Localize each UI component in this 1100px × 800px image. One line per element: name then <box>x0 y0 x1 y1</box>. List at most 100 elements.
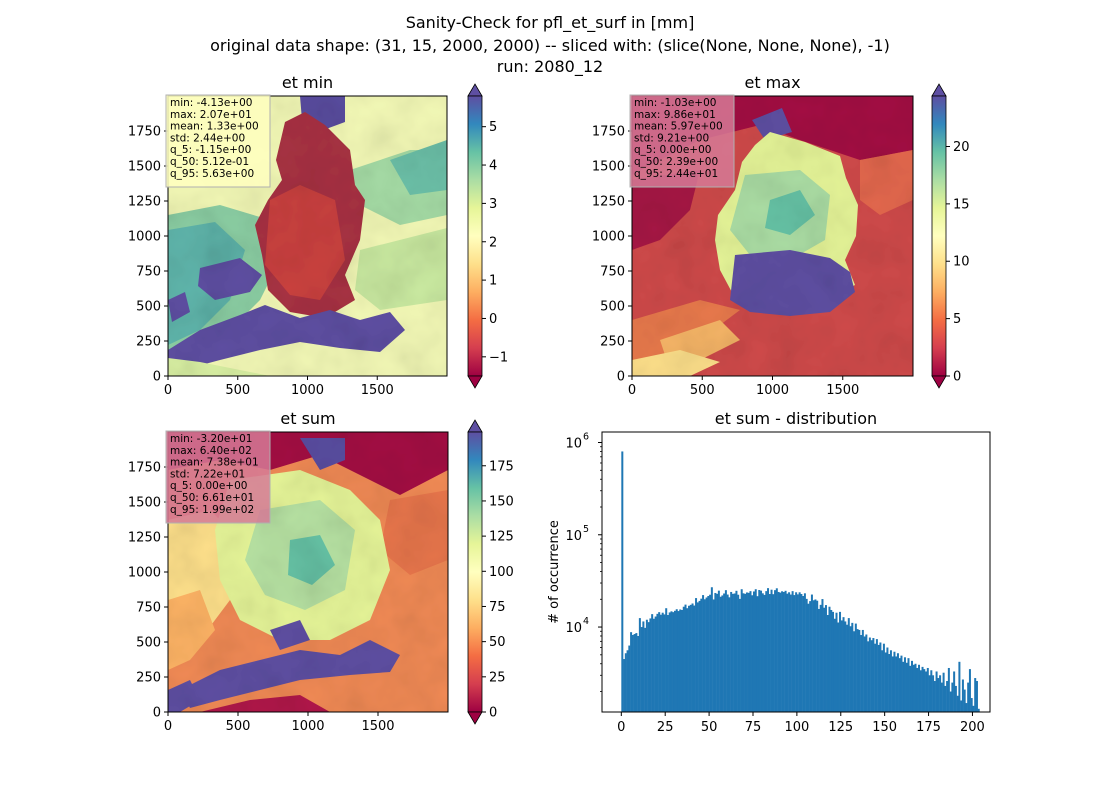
colorbar-tick-label: 150 <box>489 494 514 509</box>
stats-line: mean: 5.97e+00 <box>634 121 723 133</box>
axes-et-sum: 0 500 1000 1500 0 250 500 750 1000 1250 1500 1750 <box>128 461 395 735</box>
x-tick-label: 0 <box>628 383 636 398</box>
histogram-bar <box>774 590 777 712</box>
histogram-bar <box>879 642 882 712</box>
colorbar-tick-label: 2 <box>489 235 497 250</box>
y-tick-label: 500 <box>136 300 161 315</box>
histogram-bar <box>800 594 803 712</box>
histogram-bar <box>693 605 696 712</box>
histogram-bar <box>946 681 949 712</box>
histogram-bar <box>907 658 910 712</box>
y-tick-label: 1250 <box>128 195 161 210</box>
y-tick-label: 0 <box>153 706 161 721</box>
histogram-bar <box>949 691 952 712</box>
histogram-bar <box>786 593 789 712</box>
histogram-bar <box>709 594 712 712</box>
y-tick-label: 1500 <box>128 160 161 175</box>
histogram-bar <box>672 612 675 712</box>
panel-et-min: et min 0 500 1000 1500025050075010001250150… <box>128 73 508 398</box>
histogram-bar <box>842 617 845 712</box>
histogram-bar <box>814 599 817 712</box>
y-tick-exponent: 4 <box>583 616 589 627</box>
histogram-bar <box>670 611 673 712</box>
y-tick-exponent: 5 <box>583 524 589 535</box>
histogram-bar <box>888 654 891 712</box>
histogram-bar <box>714 592 717 712</box>
histogram-bar <box>889 650 892 712</box>
histogram-bar <box>652 618 655 712</box>
histogram-bar <box>933 681 936 712</box>
histogram-bar <box>795 592 798 712</box>
histogram-bar <box>745 592 748 712</box>
histogram-bar <box>775 588 778 712</box>
panel-title-et-min: et min <box>282 73 333 92</box>
histogram-bar <box>782 591 785 712</box>
histogram-bar <box>828 606 831 712</box>
histogram-bar <box>754 589 757 712</box>
colorbar-tick-label: 125 <box>489 530 514 545</box>
histogram-bar <box>807 603 810 712</box>
colorbar-extend-max <box>931 83 947 97</box>
stats-line: min: -4.13e+00 <box>170 97 252 109</box>
histogram-bar <box>851 622 854 712</box>
histogram-bar <box>858 629 861 712</box>
histogram-bar <box>630 632 633 712</box>
histogram-bar <box>637 635 640 712</box>
histogram-bar <box>621 451 624 712</box>
y-tick-label: 500 <box>600 300 625 315</box>
histogram-bar <box>695 598 698 712</box>
x-tick-label: 0 <box>164 719 172 734</box>
x-tick-label: 0 <box>164 383 172 398</box>
histogram-bar <box>651 614 654 712</box>
histogram-bar <box>974 678 977 712</box>
histogram-bar <box>649 618 652 712</box>
histogram-bar <box>849 626 852 712</box>
stats-line: min: -3.20e+01 <box>170 433 252 445</box>
histogram-bar <box>877 644 880 712</box>
histogram-bar <box>696 602 699 712</box>
panel-title-et-sum-distribution: et sum - distribution <box>715 409 877 428</box>
histogram-bar <box>953 671 956 712</box>
histogram-bar <box>689 604 692 712</box>
histogram-bar <box>895 656 898 712</box>
y-tick-label: 750 <box>136 601 161 616</box>
histogram-bar <box>684 604 687 712</box>
stats-line: max: 9.86e+01 <box>634 109 716 121</box>
histogram-bar <box>772 594 775 712</box>
y-tick-label: 250 <box>600 335 625 350</box>
x-tick-label: 1000 <box>756 383 789 398</box>
histogram-bars <box>621 451 980 712</box>
histogram-bar <box>798 592 801 712</box>
histogram-bar <box>823 607 826 712</box>
y-tick-label: 0 <box>617 370 625 385</box>
histogram-bar <box>958 661 961 712</box>
histogram-bar <box>707 595 710 712</box>
colorbar-tick-label: 100 <box>489 565 514 580</box>
colorbar-tick-label: 20 <box>953 140 970 155</box>
histogram-bar <box>719 596 722 712</box>
histogram-bar <box>789 594 792 712</box>
suptitle-line-2: original data shape: (31, 15, 2000, 2000… <box>210 36 890 55</box>
x-tick-label: 500 <box>225 383 250 398</box>
histogram-bar <box>768 594 771 712</box>
axes-et-max: 0 500 1000 1500 0 250 500 750 1000 1250 1500 1750 <box>592 125 859 399</box>
x-tick-label: 100 <box>784 720 809 735</box>
stats-line: q_50: 6.61e+01 <box>170 492 254 504</box>
colorbar-tick-label: 15 <box>953 197 970 212</box>
histogram-bar <box>712 599 715 712</box>
x-tick-label: 25 <box>657 720 674 735</box>
y-tick-label: 1250 <box>128 531 161 546</box>
colorbar-gradient <box>931 95 947 377</box>
stats-line: q_5: -1.15e+00 <box>170 144 251 156</box>
panel-title-et-sum: et sum <box>280 409 335 428</box>
histogram-bar <box>968 669 971 712</box>
histogram-bar <box>784 590 787 712</box>
histogram-bar <box>633 634 636 712</box>
histogram-bar <box>777 591 780 712</box>
histogram-bar <box>840 620 843 712</box>
stats-line: q_5: 0.00e+00 <box>170 480 247 492</box>
histogram-bar <box>940 682 943 712</box>
suptitle-line-3: run: 2080_12 <box>496 57 604 76</box>
